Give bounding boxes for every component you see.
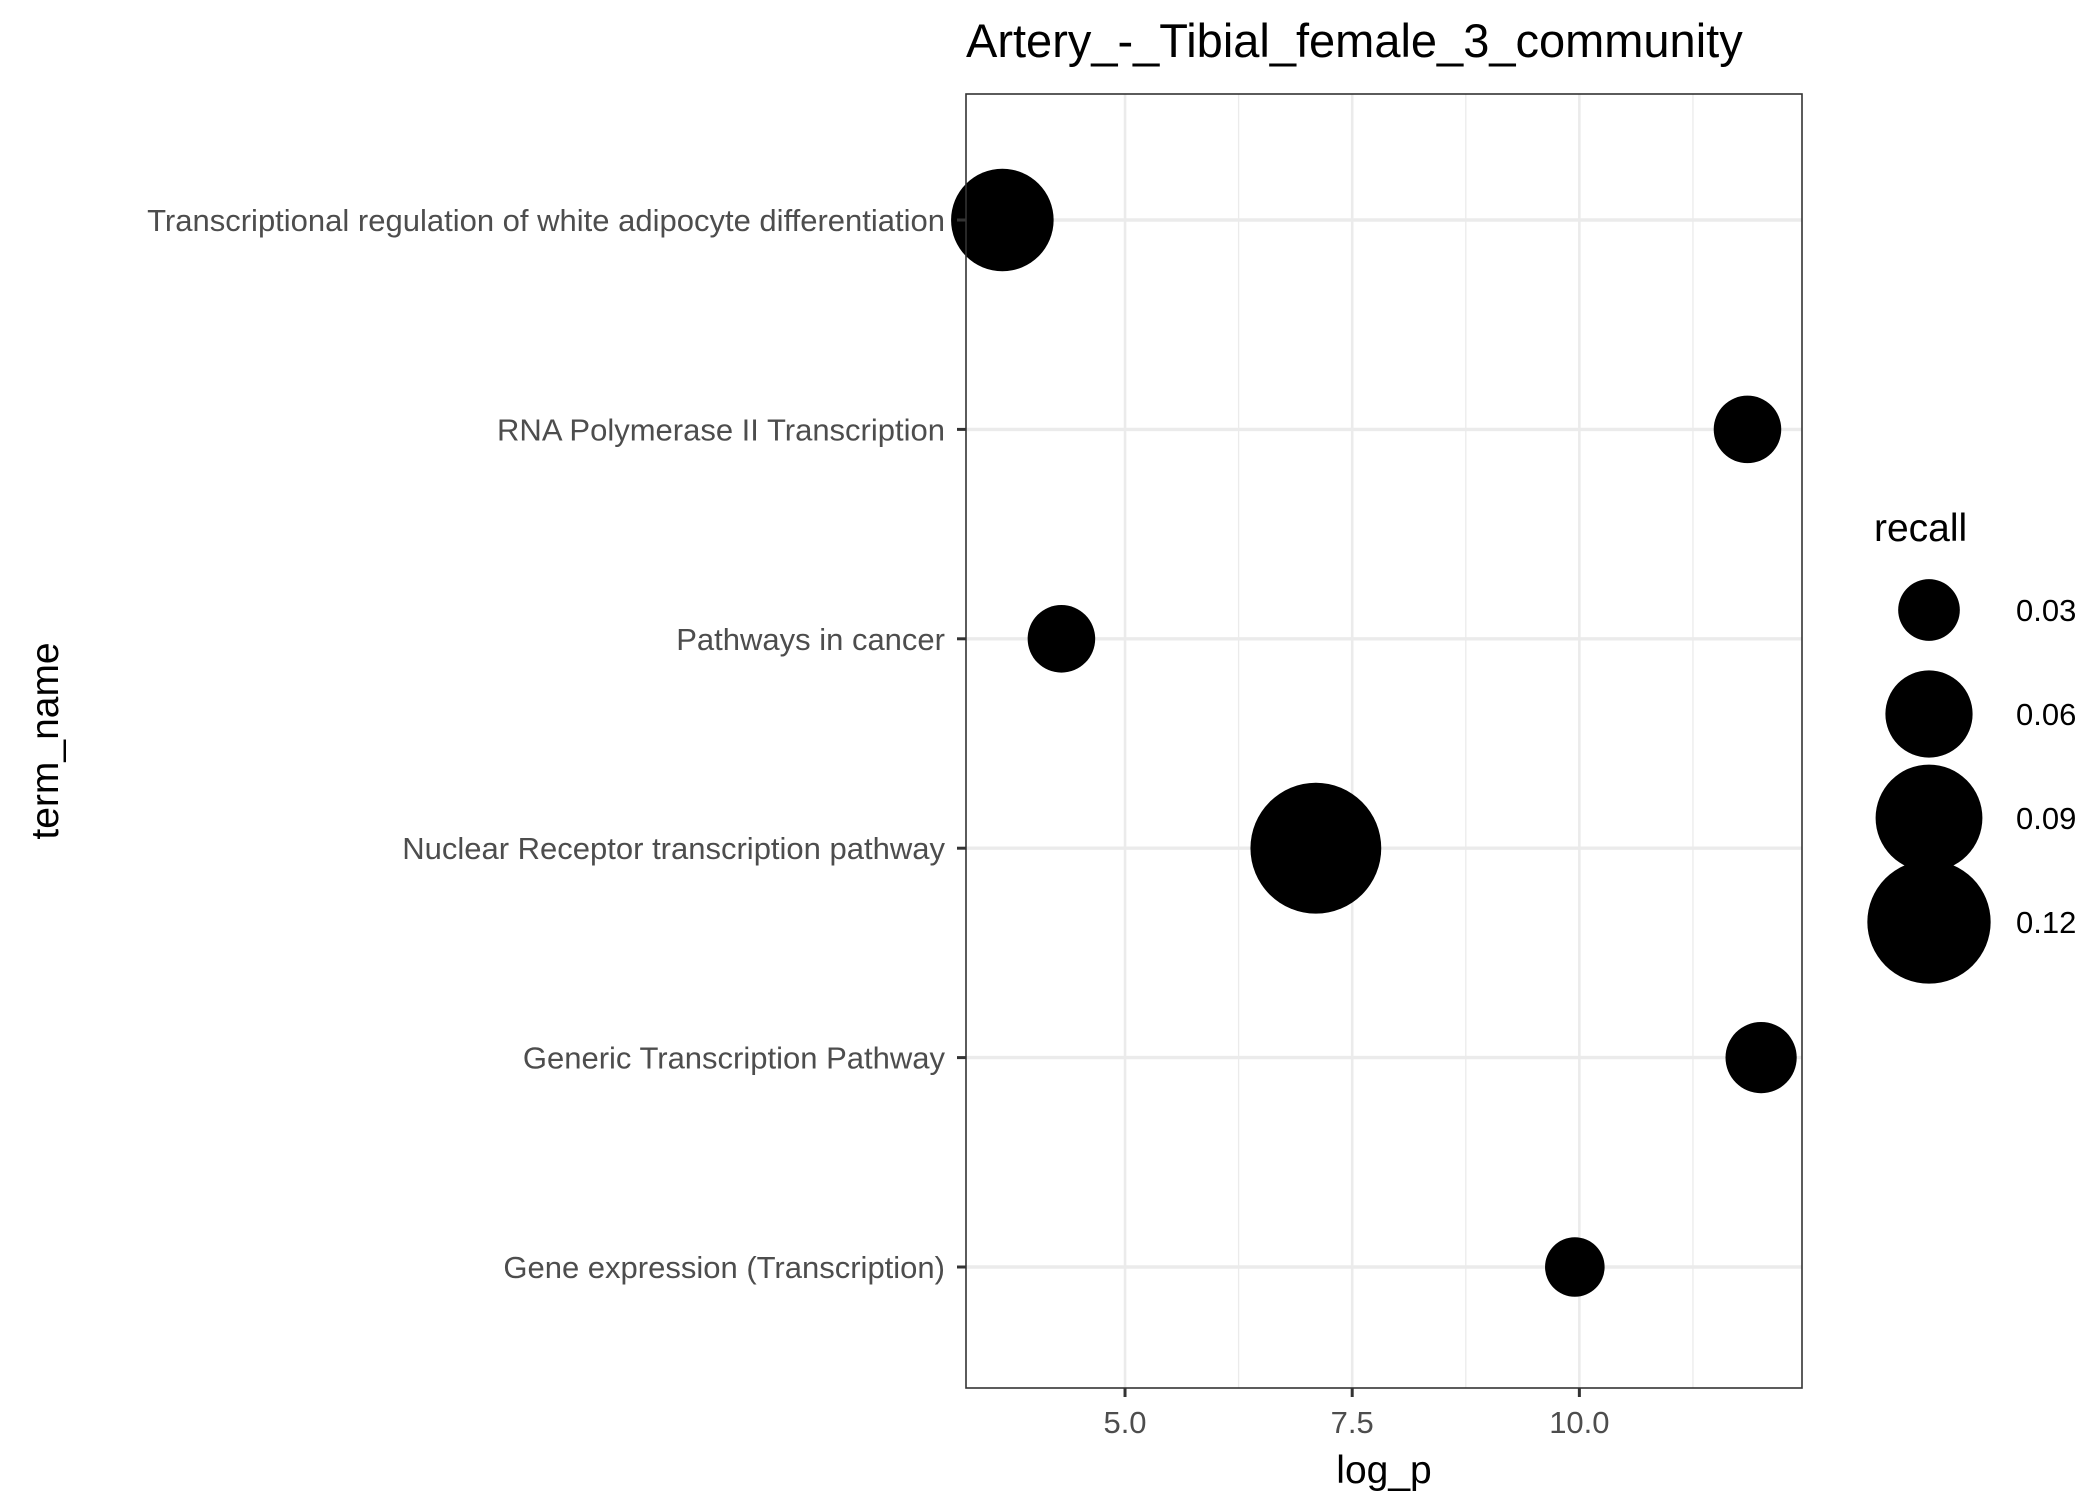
data-point xyxy=(1725,1022,1797,1094)
legend-title: recall xyxy=(1874,507,1967,550)
data-point xyxy=(951,168,1054,272)
x-tick-label: 5.0 xyxy=(1103,1405,1146,1440)
legend: recall 0.03 0.06 0.09 0.12 xyxy=(1867,507,2076,984)
x-axis-title: log_p xyxy=(1336,1449,1431,1492)
legend-key xyxy=(1898,579,1960,641)
x-tick-label: 7.5 xyxy=(1331,1405,1374,1440)
x-axis: 5.0 7.5 10.0 xyxy=(1103,1388,1610,1440)
y-tick-label: Pathways in cancer xyxy=(676,622,945,657)
data-point xyxy=(1027,605,1096,673)
data-point xyxy=(1713,395,1782,464)
legend-key xyxy=(1875,764,1983,872)
legend-label: 0.12 xyxy=(2016,905,2076,940)
y-axis-title: term_name xyxy=(24,642,67,839)
panel-border xyxy=(965,93,1803,1389)
data-points xyxy=(951,168,1797,1297)
legend-label: 0.03 xyxy=(2016,593,2076,628)
x-tick-label: 10.0 xyxy=(1549,1405,1609,1440)
grid-lines xyxy=(966,94,1802,1388)
legend-key xyxy=(1867,860,1991,984)
y-axis: Transcriptional regulation of white adip… xyxy=(147,203,966,1285)
legend-key xyxy=(1885,670,1973,758)
y-tick-label: Transcriptional regulation of white adip… xyxy=(147,203,945,238)
legend-label: 0.09 xyxy=(2016,801,2076,836)
data-point xyxy=(1250,782,1382,914)
y-tick-label: Generic Transcription Pathway xyxy=(523,1041,946,1076)
chart-title: Artery_-_Tibial_female_3_community xyxy=(966,14,1743,67)
y-tick-label: RNA Polymerase II Transcription xyxy=(497,412,945,447)
y-tick-label: Nuclear Receptor transcription pathway xyxy=(402,831,945,866)
panel-background xyxy=(966,94,1802,1388)
data-point xyxy=(1545,1237,1605,1297)
legend-label: 0.06 xyxy=(2016,697,2076,732)
y-tick-label: Gene expression (Transcription) xyxy=(503,1250,945,1285)
